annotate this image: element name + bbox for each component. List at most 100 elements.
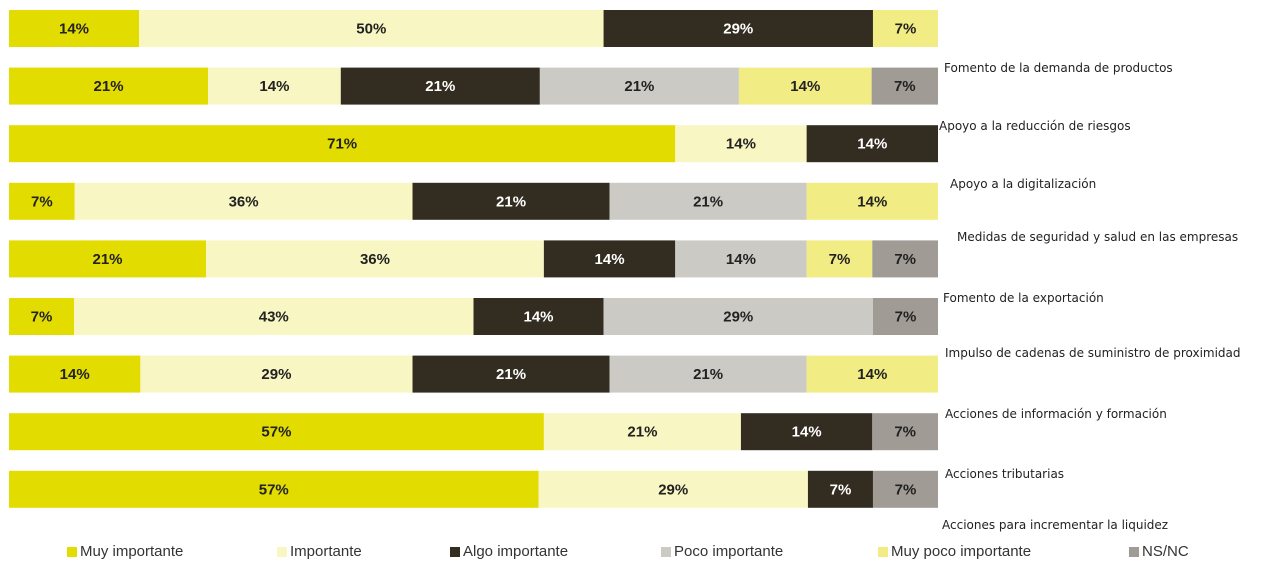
bar-segment xyxy=(539,67,739,105)
legend-label: Muy importante xyxy=(80,543,184,560)
bar-value-label: 14% xyxy=(857,366,887,383)
legend-swatch xyxy=(878,546,888,557)
legend-item: Muy importante xyxy=(67,543,183,560)
bar-value-label: 21% xyxy=(627,424,657,441)
bar-segment xyxy=(872,10,938,47)
bar-segment xyxy=(872,413,938,451)
bar-segment xyxy=(412,355,610,393)
bar-segment xyxy=(806,182,938,220)
legend-label: NS/NC xyxy=(1142,543,1189,560)
bar-value-label: 7% xyxy=(31,309,53,326)
legend-label: Algo importante xyxy=(463,543,569,560)
bar-segment xyxy=(738,67,872,105)
bar-value-label: 7% xyxy=(894,424,916,441)
bar-segment xyxy=(9,182,75,220)
bar-segment xyxy=(9,470,539,508)
category-label: Acciones de información y formación xyxy=(945,407,1167,421)
bar-segment xyxy=(675,240,807,278)
legend-item: NS/NC xyxy=(1129,543,1189,560)
bar-value-label: 7% xyxy=(895,21,917,38)
bar-segment xyxy=(872,240,938,278)
bar-segment xyxy=(208,67,341,105)
bar-segment xyxy=(806,355,938,393)
bar-value-label: 7% xyxy=(830,481,852,498)
bar-value-label: 43% xyxy=(259,309,289,326)
bar-value-label: 57% xyxy=(261,424,291,441)
bar-value-label: 14% xyxy=(726,136,756,153)
bar-segment xyxy=(872,470,938,508)
legend-item: Poco importante xyxy=(661,543,783,560)
bar-segment xyxy=(412,182,610,220)
bar-segment xyxy=(206,240,544,278)
legend-item: Algo importante xyxy=(450,543,568,560)
bar-value-label: 21% xyxy=(693,366,723,383)
category-label: Medidas de seguridad y salud en las empr… xyxy=(957,230,1238,244)
bar-value-label: 50% xyxy=(356,21,386,38)
legend-item: Importante xyxy=(277,543,362,560)
bar-segment xyxy=(74,182,413,220)
bar-value-label: 29% xyxy=(723,21,753,38)
bar-value-label: 21% xyxy=(693,193,723,210)
bar-segment xyxy=(9,10,140,47)
bar-value-label: 14% xyxy=(60,366,90,383)
bar-segment xyxy=(9,125,676,163)
bar-segment xyxy=(609,182,807,220)
bar-segment xyxy=(340,67,540,105)
bar-value-label: 21% xyxy=(496,193,526,210)
bar-segment xyxy=(9,413,544,451)
category-label: Apoyo a la digitalización xyxy=(950,177,1096,191)
bar-value-label: 36% xyxy=(229,193,259,210)
category-label: Acciones tributarias xyxy=(945,467,1064,481)
category-labels-group: Fomento de la demanda de productos Apoyo … xyxy=(939,61,1241,532)
bars-group: 14% 50% 29% 7% 21% 14% 21% 21% 14% 7% 71% 14% 14% 7% 3… xyxy=(9,10,938,508)
bar-segment xyxy=(603,298,873,335)
bar-segment xyxy=(9,240,207,278)
bar-value-label: 14% xyxy=(726,251,756,268)
category-label: Fomento de la exportación xyxy=(943,291,1104,305)
bar-value-label: 14% xyxy=(524,309,554,326)
bar-segment xyxy=(872,298,938,335)
legend-label: Poco importante xyxy=(674,543,784,560)
bar-segment xyxy=(74,298,474,335)
bar-value-label: 57% xyxy=(259,481,289,498)
bar-value-label: 29% xyxy=(658,481,688,498)
bar-value-label: 21% xyxy=(93,251,123,268)
bar-segment xyxy=(543,240,676,278)
bar-segment xyxy=(807,470,873,508)
bar-segment xyxy=(9,67,209,105)
bar-segment xyxy=(806,125,938,163)
legend-swatch xyxy=(661,546,671,557)
bar-segment xyxy=(9,298,75,335)
category-label: Impulso de cadenas de suministro de prox… xyxy=(945,346,1241,360)
bar-value-label: 21% xyxy=(496,366,526,383)
bar-segment xyxy=(603,10,873,47)
bar-segment xyxy=(871,67,938,105)
legend-item: Muy poco importante xyxy=(878,543,1031,560)
bar-segment xyxy=(609,355,807,393)
legend: Muy importante Importante Algo importante P… xyxy=(0,543,1268,567)
legend-swatch xyxy=(67,546,77,557)
bar-segment xyxy=(740,413,873,451)
bar-value-label: 7% xyxy=(894,78,916,95)
bar-segment xyxy=(139,10,604,47)
legend-swatch xyxy=(277,546,287,557)
bar-value-label: 36% xyxy=(360,251,390,268)
bar-value-label: 14% xyxy=(259,78,289,95)
bar-value-label: 14% xyxy=(790,78,820,95)
bar-value-label: 7% xyxy=(894,251,916,268)
bar-segment xyxy=(675,125,807,163)
bar-value-label: 14% xyxy=(59,21,89,38)
bar-value-label: 14% xyxy=(857,193,887,210)
category-label: Acciones para incrementar la liquidez xyxy=(942,518,1168,532)
bar-value-label: 7% xyxy=(829,251,851,268)
bar-segment xyxy=(543,413,741,451)
bar-value-label: 21% xyxy=(94,78,124,95)
category-label: Apoyo a la reducción de riesgos xyxy=(939,119,1131,133)
bar-value-label: 7% xyxy=(31,193,53,210)
bar-segment xyxy=(806,240,873,278)
bar-value-label: 21% xyxy=(624,78,654,95)
bar-value-label: 7% xyxy=(895,481,917,498)
bar-segment xyxy=(538,470,808,508)
bar-value-label: 14% xyxy=(595,251,625,268)
